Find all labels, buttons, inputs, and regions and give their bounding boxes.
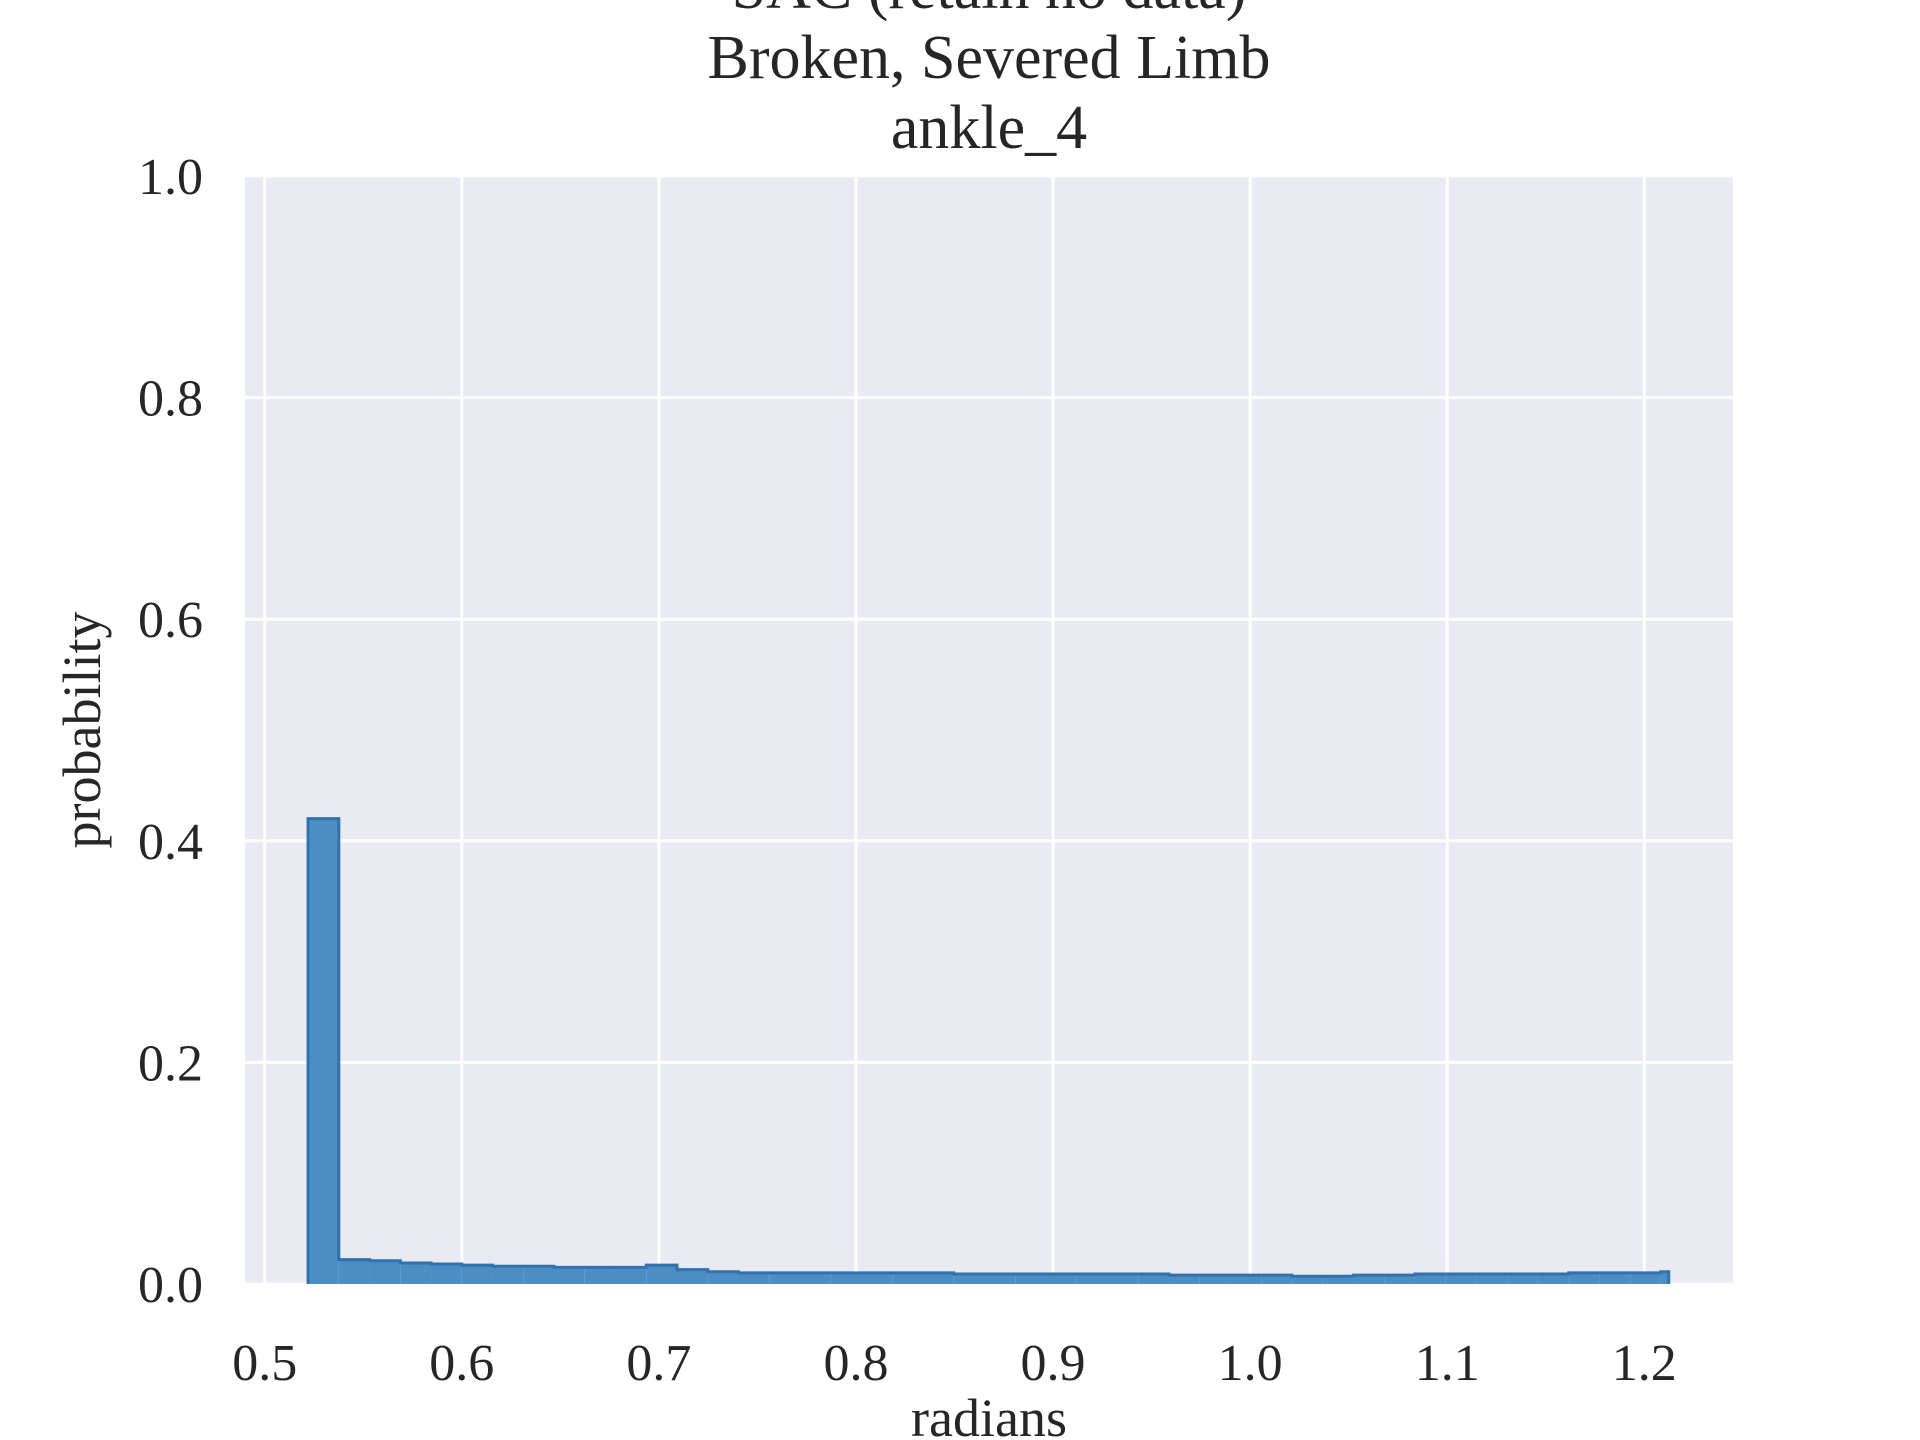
histogram-bar: [738, 1272, 770, 1284]
histogram-bar: [431, 1264, 462, 1284]
x-tick-label: 0.9: [1021, 1335, 1086, 1392]
x-tick-labels: 0.5 0.6 0.7 0.8 0.9 1.0 1.1 1.2: [232, 1335, 1677, 1392]
histogram-bar: [1076, 1274, 1108, 1284]
histogram-bar: [892, 1272, 923, 1284]
histogram-bar: [769, 1272, 800, 1284]
histogram-bar: [492, 1266, 524, 1284]
y-axis-label: probability: [52, 612, 112, 849]
histogram-bar: [953, 1274, 985, 1284]
histogram-bar: [1291, 1276, 1323, 1284]
histogram-bar: [1568, 1272, 1600, 1284]
x-tick-label: 0.8: [823, 1335, 888, 1392]
histogram-bar: [677, 1269, 708, 1284]
histogram-bar: [1230, 1275, 1262, 1284]
x-tick-label: 1.0: [1218, 1335, 1283, 1392]
histogram-bar: [615, 1267, 647, 1284]
x-axis-label: radians: [911, 1388, 1067, 1440]
histogram-bars: [306, 817, 1671, 1284]
plot-background: [245, 176, 1733, 1284]
chart-title-line-3: ankle_4: [891, 94, 1087, 162]
histogram-bar: [1384, 1275, 1415, 1284]
x-tick-label: 0.5: [232, 1335, 297, 1392]
histogram-bar: [369, 1260, 401, 1284]
histogram-bar: [1445, 1274, 1477, 1284]
x-tick-label: 0.7: [626, 1335, 691, 1392]
x-tick-label: 0.6: [429, 1335, 494, 1392]
x-tick-label: 1.1: [1415, 1335, 1480, 1392]
y-tick-label: 0.2: [138, 1035, 203, 1092]
y-tick-label: 0.0: [138, 1257, 203, 1314]
histogram-bar: [338, 1259, 370, 1284]
histogram-bar: [584, 1267, 616, 1284]
histogram-bar: [1630, 1272, 1661, 1284]
histogram-bar: [1322, 1276, 1354, 1284]
histogram-bar: [554, 1267, 585, 1284]
histogram-bar: [1015, 1274, 1046, 1284]
histogram-bar: [707, 1271, 739, 1284]
histogram-outline: [306, 817, 1671, 1284]
y-tick-label: 1.0: [138, 149, 203, 206]
histogram-bar: [1537, 1274, 1569, 1284]
x-tick-label: 1.2: [1612, 1335, 1677, 1392]
histogram-bar: [830, 1272, 862, 1284]
y-tick-labels: 0.0 0.2 0.4 0.6 0.8 1.0: [138, 149, 203, 1314]
histogram-bar: [1507, 1274, 1538, 1284]
histogram-bar: [1168, 1275, 1200, 1284]
histogram-bar: [1599, 1272, 1631, 1284]
histogram-bar: [523, 1266, 555, 1284]
histogram-bar: [646, 1265, 678, 1284]
chart-title-line-2: Broken, Severed Limb: [707, 24, 1270, 92]
histogram-bar: [400, 1262, 432, 1284]
histogram-bar: [1476, 1274, 1508, 1284]
histogram-bar: [861, 1272, 893, 1284]
histogram-bar: [1199, 1275, 1231, 1284]
histogram-bar: [1353, 1275, 1385, 1284]
chart-title-line-1: SAC (retain no data): [732, 0, 1247, 22]
histogram-bar: [1138, 1274, 1169, 1284]
y-tick-label: 0.4: [138, 814, 203, 871]
histogram-bar: [799, 1272, 831, 1284]
histogram-bar: [308, 818, 339, 1284]
histogram-bar: [1414, 1274, 1446, 1284]
grid-lines: [245, 174, 1733, 1286]
histogram-bar: [984, 1274, 1016, 1284]
histogram-bar: [1660, 1271, 1669, 1284]
y-tick-label: 0.8: [138, 371, 203, 428]
histogram-bar: [1261, 1275, 1292, 1284]
y-tick-label: 0.6: [138, 592, 203, 649]
histogram-bar: [922, 1272, 954, 1284]
histogram-bar: [461, 1265, 493, 1284]
histogram-bar: [1045, 1274, 1077, 1284]
histogram-bar: [1107, 1274, 1139, 1284]
